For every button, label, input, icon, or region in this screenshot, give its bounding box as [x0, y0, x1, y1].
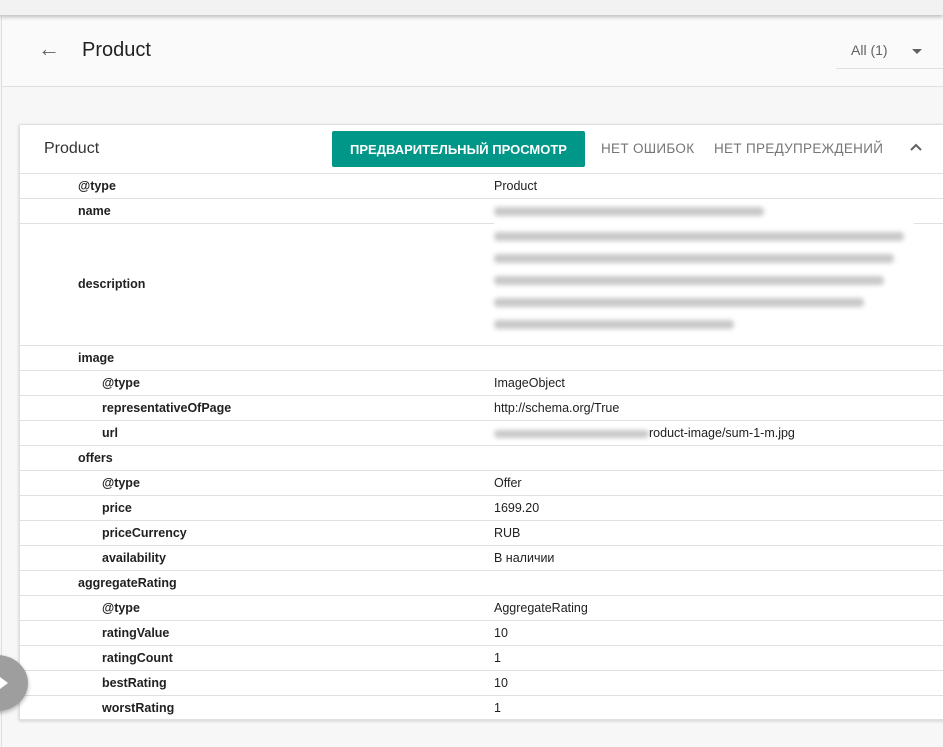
property-value: ImageObject: [494, 376, 565, 390]
property-key: url: [102, 426, 118, 440]
table-row: availability В наличии: [20, 546, 943, 571]
table-row: priceCurrency RUB: [20, 521, 943, 546]
table-row: image: [20, 346, 943, 371]
table-row: offers: [20, 446, 943, 471]
property-value: Product: [494, 179, 538, 193]
property-key: ratingValue: [102, 626, 170, 640]
property-key: representativeOfPage: [102, 401, 232, 415]
property-key: description: [78, 277, 146, 291]
page-title: Product: [82, 39, 151, 61]
property-key: availability: [102, 551, 166, 565]
table-row: @type Product: [20, 174, 943, 199]
table-row: aggregateRating: [20, 571, 943, 596]
filter-dropdown[interactable]: All (1): [836, 33, 943, 69]
property-value: 10: [494, 626, 508, 640]
property-key: image: [78, 351, 115, 365]
caret-down-icon: [912, 49, 922, 54]
property-key: @type: [102, 376, 140, 390]
property-value: В наличии: [494, 551, 555, 565]
table-row: price 1699.20: [20, 496, 943, 521]
table-row: representativeOfPage http://schema.org/Tr…: [20, 396, 943, 421]
card-title: Product: [44, 140, 100, 157]
preview-button[interactable]: ПРЕДВАРИТЕЛЬНЫЙ ПРОСМОТР: [332, 131, 585, 167]
property-table: @type Product name description image @type Ima…: [20, 174, 943, 721]
result-card: Product ПРЕДВАРИТЕЛЬНЫЙ ПРОСМОТР НЕТ ОШИ…: [19, 124, 943, 721]
redacted-url-prefix: [494, 430, 649, 438]
property-key: worstRating: [102, 701, 175, 715]
table-row: bestRating 10: [20, 671, 943, 696]
property-key: bestRating: [102, 676, 167, 690]
property-value[interactable]: http://schema.org/True: [494, 401, 620, 415]
table-row: description: [20, 224, 943, 346]
property-value: 1: [494, 651, 501, 665]
property-key: @type: [78, 179, 116, 193]
chevron-up-icon[interactable]: [908, 139, 924, 155]
property-value: Offer: [494, 476, 522, 490]
property-key: @type: [102, 476, 140, 490]
property-key: offers: [78, 451, 113, 465]
property-key: price: [102, 501, 132, 515]
table-row: ratingValue 10: [20, 621, 943, 646]
property-value: 10: [494, 676, 508, 690]
errors-status[interactable]: НЕТ ОШИБОК: [601, 141, 695, 156]
property-value: RUB: [494, 526, 521, 540]
table-row: worstRating 1: [20, 696, 943, 721]
table-row: @type AggregateRating: [20, 596, 943, 621]
property-key: priceCurrency: [102, 526, 187, 540]
back-arrow-icon[interactable]: ←: [38, 36, 60, 61]
property-value: AggregateRating: [494, 601, 588, 615]
property-key: aggregateRating: [78, 576, 177, 590]
property-key: name: [78, 204, 111, 218]
table-row: ratingCount 1: [20, 646, 943, 671]
warnings-status[interactable]: НЕТ ПРЕДУПРЕЖДЕНИЙ: [714, 141, 884, 156]
table-row: url roduct-image/sum-1-m.jpg: [20, 421, 943, 446]
table-row: @type ImageObject: [20, 371, 943, 396]
table-row: name: [20, 199, 943, 229]
table-row: @type Offer: [20, 471, 943, 496]
filter-label: All (1): [851, 42, 888, 58]
card-header: Product ПРЕДВАРИТЕЛЬНЫЙ ПРОСМОТР НЕТ ОШИ…: [20, 125, 943, 174]
page: ← Product All (1) Product ПРЕДВАРИТЕЛЬНЫ…: [1, 15, 943, 747]
property-value: 1699.20: [494, 501, 540, 515]
top-bar: [0, 0, 943, 15]
redacted-value: [494, 224, 914, 342]
header: ← Product All (1): [2, 15, 943, 87]
property-key: @type: [102, 601, 140, 615]
property-key: ratingCount: [102, 651, 173, 665]
property-value[interactable]: roduct-image/sum-1-m.jpg: [649, 426, 795, 440]
property-value: 1: [494, 701, 501, 715]
